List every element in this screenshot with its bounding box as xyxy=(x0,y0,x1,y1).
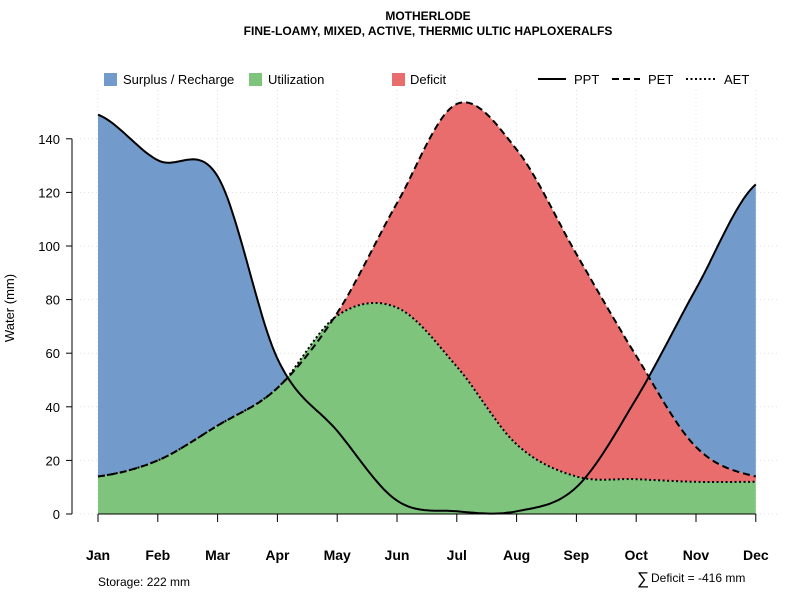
plot-area: 0 20 40 60 80 100 120 140 Jan Feb Mar Apr May Jun Jul A… xyxy=(38,90,780,563)
legend-swatch-deficit xyxy=(392,73,405,86)
surplus-area xyxy=(98,102,756,477)
x-tick-label-jun: Jun xyxy=(385,547,410,563)
x-tick-label-jul: Jul xyxy=(447,547,467,563)
y-axis-title: Water (mm) xyxy=(2,274,17,342)
x-tick-label-aug: Aug xyxy=(503,547,530,563)
ppt-line xyxy=(97,113,757,515)
chart-subtitle: FINE-LOAMY, MIXED, ACTIVE, THERMIC ULTIC… xyxy=(244,24,613,38)
y-tick-label-100: 100 xyxy=(38,239,60,254)
legend-swatch-utilization xyxy=(249,73,262,86)
y-tick-label-140: 140 xyxy=(38,132,60,147)
y-tick-label-40: 40 xyxy=(46,400,60,415)
x-tick-label-dec: Dec xyxy=(743,547,769,563)
x-tick-label-oct: Oct xyxy=(625,547,649,563)
y-tick-label-0: 0 xyxy=(53,507,60,522)
x-tick-label-nov: Nov xyxy=(683,547,710,563)
pet-line xyxy=(97,101,757,478)
x-tick-label-sep: Sep xyxy=(564,547,590,563)
legend-label-aet: AET xyxy=(724,72,749,87)
deficit-annotation: Deficit = -416 mm xyxy=(651,571,745,585)
utilization-area xyxy=(98,302,756,514)
legend-label-utilization: Utilization xyxy=(268,72,324,87)
x-tick-label-mar: Mar xyxy=(205,547,230,563)
deficit-area xyxy=(98,102,756,483)
x-tick-label-feb: Feb xyxy=(145,547,170,563)
x-tick-label-apr: Apr xyxy=(265,547,290,563)
legend-label-surplus: Surplus / Recharge xyxy=(123,72,234,87)
legend-label-ppt: PPT xyxy=(574,72,599,87)
x-tick-label-may: May xyxy=(324,547,351,563)
x-tick-label-jan: Jan xyxy=(86,547,110,563)
y-tick-label-60: 60 xyxy=(46,346,60,361)
y-tick-label-80: 80 xyxy=(46,293,60,308)
chart-title: MOTHERLODE xyxy=(385,9,470,23)
legend-swatch-surplus xyxy=(104,73,117,86)
sum-icon: ∑ xyxy=(637,569,649,588)
y-tick-label-20: 20 xyxy=(46,453,60,468)
storage-annotation: Storage: 222 mm xyxy=(98,575,190,589)
legend: Surplus / Recharge Utilization Deficit P… xyxy=(104,72,749,87)
legend-label-deficit: Deficit xyxy=(410,72,447,87)
aet-line xyxy=(97,301,756,483)
legend-label-pet: PET xyxy=(648,72,673,87)
y-tick-label-120: 120 xyxy=(38,185,60,200)
